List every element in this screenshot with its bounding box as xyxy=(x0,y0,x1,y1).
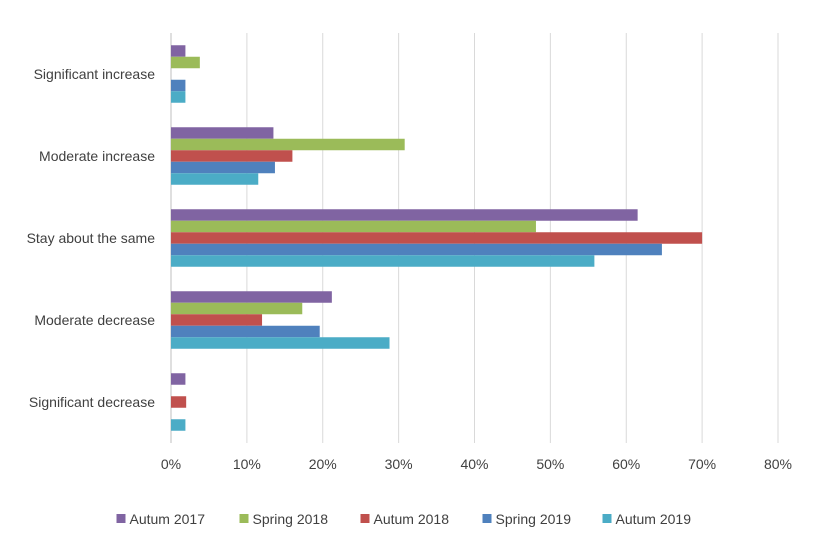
bar xyxy=(171,419,186,431)
category-label: Significant increase xyxy=(34,66,156,82)
x-tick-label: 70% xyxy=(688,456,716,472)
bar xyxy=(171,56,200,69)
bar xyxy=(171,45,186,57)
x-tick-label: 60% xyxy=(612,456,640,472)
legend-label: Spring 2018 xyxy=(253,511,329,527)
bar xyxy=(171,314,263,326)
legend-label: Autum 2019 xyxy=(616,511,692,527)
bar xyxy=(171,79,186,92)
legend-swatch xyxy=(239,514,249,523)
bar xyxy=(171,373,186,385)
bar xyxy=(171,209,638,221)
category-labels: Significant increase Moderate increase Sta… xyxy=(27,66,156,410)
bar xyxy=(171,127,274,139)
category-label: Moderate decrease xyxy=(34,312,155,328)
legend-swatch xyxy=(360,514,370,523)
x-tick-label: 80% xyxy=(764,456,792,472)
x-tick-label: 30% xyxy=(385,456,413,472)
legend-swatch xyxy=(602,514,612,523)
bar xyxy=(171,396,187,408)
legend-label: Spring 2019 xyxy=(496,511,572,527)
x-tick-label: 10% xyxy=(233,456,261,472)
bar xyxy=(171,302,303,315)
legend-label: Autum 2017 xyxy=(130,511,206,527)
category-label: Moderate increase xyxy=(39,148,155,164)
bar xyxy=(171,325,320,338)
bar xyxy=(171,173,259,185)
bar xyxy=(171,232,703,244)
legend: Autum 2017 Spring 2018 Autum 2018 Spring 20… xyxy=(116,511,692,527)
x-tick-label: 40% xyxy=(460,456,488,472)
bar xyxy=(171,150,293,162)
legend-swatch xyxy=(482,514,492,523)
bar xyxy=(171,243,662,256)
bar xyxy=(171,255,595,267)
bar xyxy=(171,161,275,174)
x-tick-labels: 0% 10% 20% 30% 40% 50% 60% 70% 80% xyxy=(161,456,792,472)
legend-swatch xyxy=(116,514,126,523)
bar xyxy=(171,220,536,233)
bars xyxy=(171,45,703,431)
category-label: Significant decrease xyxy=(29,394,155,410)
x-tick-label: 50% xyxy=(536,456,564,472)
legend-label: Autum 2018 xyxy=(374,511,450,527)
x-tick-label: 20% xyxy=(309,456,337,472)
bar xyxy=(171,337,390,349)
bar xyxy=(171,91,186,103)
x-tick-label: 0% xyxy=(161,456,181,472)
bar xyxy=(171,291,332,303)
category-label: Stay about the same xyxy=(27,230,156,246)
bar xyxy=(171,138,405,151)
